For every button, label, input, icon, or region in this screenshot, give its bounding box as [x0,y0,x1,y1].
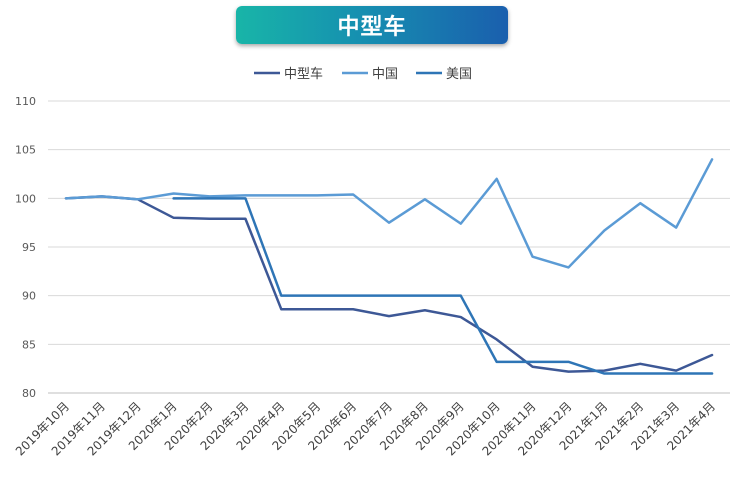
legend-label-1: 中国 [372,67,398,82]
y-tick-label: 95 [22,241,36,254]
chart-title: 中型车 [236,6,508,44]
legend: 中型车 中国 美国 [254,66,472,82]
series-line-2 [172,197,714,375]
legend-label-2: 美国 [446,67,472,82]
gridlines [48,100,730,394]
x-axis-ticks: 2019年10月2019年11月2019年12月2020年1月2020年2月20… [13,399,718,458]
y-tick-label: 90 [22,290,36,303]
legend-label-0: 中型车 [284,66,323,82]
y-tick-label: 110 [15,95,36,108]
series-line-0 [64,195,714,373]
series-lines [64,158,714,375]
y-tick-label: 100 [15,192,36,205]
y-tick-label: 80 [22,387,36,400]
series-line-1 [64,158,714,269]
y-tick-label: 105 [15,144,36,157]
y-tick-label: 85 [22,338,36,351]
y-axis-ticks: 80 85 90 95 100 105 110 [15,95,36,400]
